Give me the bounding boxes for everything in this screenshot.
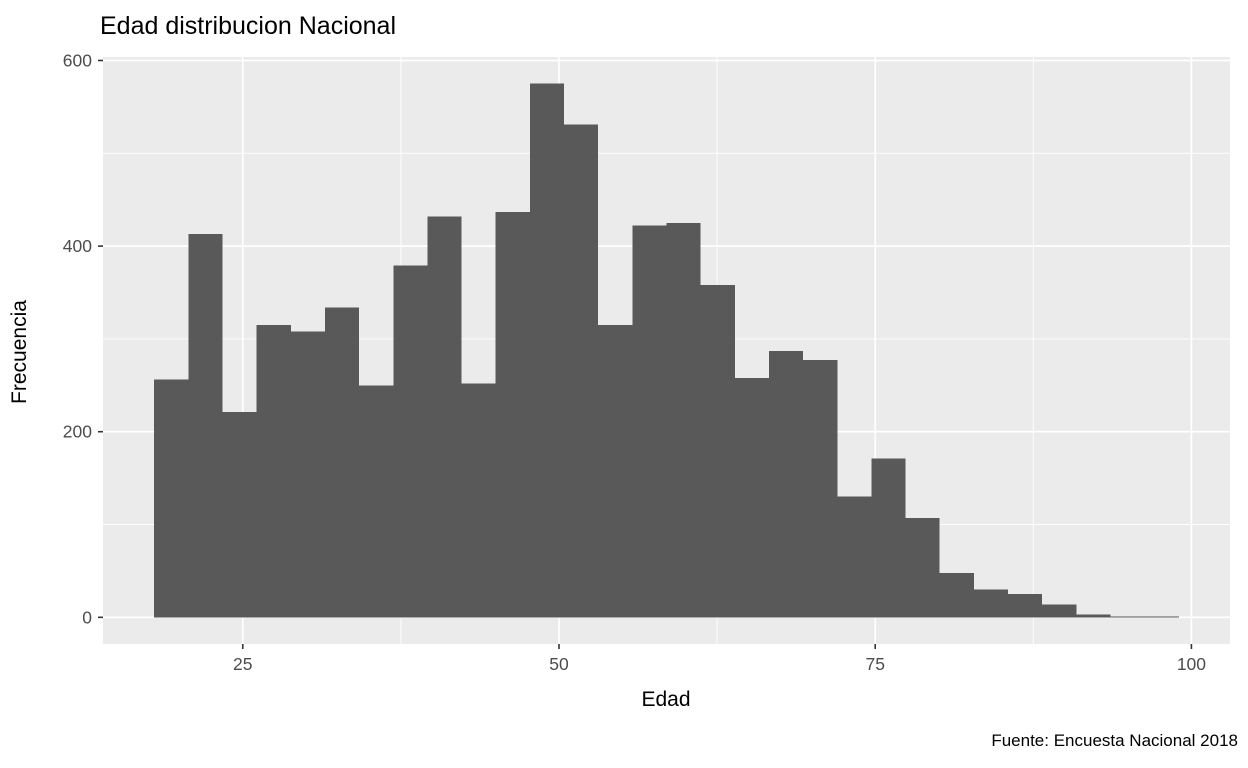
histogram-bar <box>871 458 906 618</box>
histogram-bar <box>427 216 462 618</box>
histogram-bar <box>973 589 1009 618</box>
y-tick-label: 400 <box>63 236 92 256</box>
histogram-bar <box>1008 594 1043 618</box>
histogram-bar <box>632 225 667 618</box>
histogram-bar <box>734 377 769 618</box>
histogram-bar <box>564 124 599 618</box>
histogram-bar <box>324 307 360 618</box>
x-tick-label: 75 <box>865 654 884 674</box>
y-tick-label: 600 <box>63 50 92 70</box>
histogram-bar <box>939 572 974 618</box>
chart-caption: Fuente: Encuesta Nacional 2018 <box>991 731 1238 750</box>
histogram-bar <box>359 385 394 618</box>
y-axis-title: Frecuencia <box>8 300 31 404</box>
histogram-bar <box>905 518 940 618</box>
y-tick-label: 0 <box>82 607 92 627</box>
histogram-bar <box>666 222 701 618</box>
chart-title: Edad distribucion Nacional <box>100 12 397 40</box>
histogram-bar <box>598 324 633 618</box>
histogram-bar <box>700 285 735 618</box>
x-tick-label: 25 <box>233 654 252 674</box>
y-tick-label: 200 <box>63 422 92 442</box>
histogram-bar <box>1042 604 1077 618</box>
histogram-bar <box>393 265 428 618</box>
histogram-bar <box>222 412 257 618</box>
histogram-bar <box>461 383 496 618</box>
histogram-bar <box>803 360 838 618</box>
x-tick-label: 50 <box>549 654 569 674</box>
histogram-bar <box>768 350 804 618</box>
histogram-bar <box>495 211 530 618</box>
histogram-bar <box>1076 614 1111 618</box>
histogram-bar <box>837 496 872 618</box>
histogram-bar <box>529 83 565 618</box>
x-tick-label: 100 <box>1177 654 1206 674</box>
histogram-bar <box>154 379 189 618</box>
histogram-bar <box>188 234 223 618</box>
histogram-bar <box>1144 616 1179 618</box>
histogram-bar <box>256 324 291 618</box>
histogram-bar <box>290 331 325 618</box>
histogram-bar <box>1110 616 1145 618</box>
x-axis-title: Edad <box>641 688 691 711</box>
